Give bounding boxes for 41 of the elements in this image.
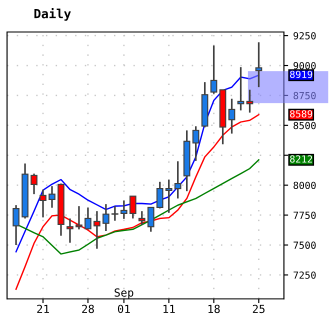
x-tick-label: 11 bbox=[164, 304, 175, 313]
y-tick-label: 8500 bbox=[294, 122, 316, 130]
candlestick bbox=[12, 204, 20, 246]
candlestick bbox=[156, 181, 164, 210]
text: 8919 bbox=[290, 70, 312, 78]
candlestick bbox=[192, 125, 200, 162]
candlestick bbox=[66, 218, 74, 244]
x-tick-label: 28 bbox=[82, 304, 94, 314]
y-tick-label: 7750 bbox=[294, 212, 316, 219]
x-tick-label: 18 bbox=[208, 304, 220, 314]
y-tick-label: 8000 bbox=[294, 182, 316, 190]
x-tick-label: 25 bbox=[252, 304, 265, 314]
candlestick bbox=[255, 41, 262, 88]
candlestick bbox=[165, 178, 172, 214]
chart-title: Daily bbox=[34, 8, 71, 21]
candlestick bbox=[210, 44, 218, 95]
candlestick bbox=[40, 188, 46, 218]
candlestick bbox=[111, 205, 118, 222]
candlestick bbox=[174, 160, 182, 200]
line-series bbox=[15, 114, 260, 290]
y-tick-label: 9000 bbox=[294, 62, 316, 70]
candlestick bbox=[138, 210, 146, 226]
candlestick bbox=[84, 206, 92, 230]
y-tick-label: 8750 bbox=[294, 92, 316, 100]
candlestick bbox=[129, 195, 136, 220]
candlestick bbox=[120, 200, 128, 220]
text: 8589 bbox=[290, 110, 312, 118]
candlestick bbox=[147, 206, 154, 233]
candlestick bbox=[102, 203, 110, 232]
y-tick-label: 7500 bbox=[294, 242, 316, 249]
x-tick-label: 21 bbox=[37, 304, 49, 313]
text: 8212 bbox=[290, 155, 312, 163]
y-tick-label: 9250 bbox=[294, 32, 316, 40]
x-tick-label: 01 bbox=[118, 304, 130, 314]
candlestick bbox=[76, 205, 82, 230]
candlestick bbox=[48, 185, 56, 209]
annotation: Sep bbox=[114, 288, 134, 299]
candlestick bbox=[30, 172, 38, 195]
y-tick-label: 7250 bbox=[294, 271, 316, 279]
candlestick bbox=[228, 98, 236, 134]
candlestick bbox=[94, 210, 100, 250]
